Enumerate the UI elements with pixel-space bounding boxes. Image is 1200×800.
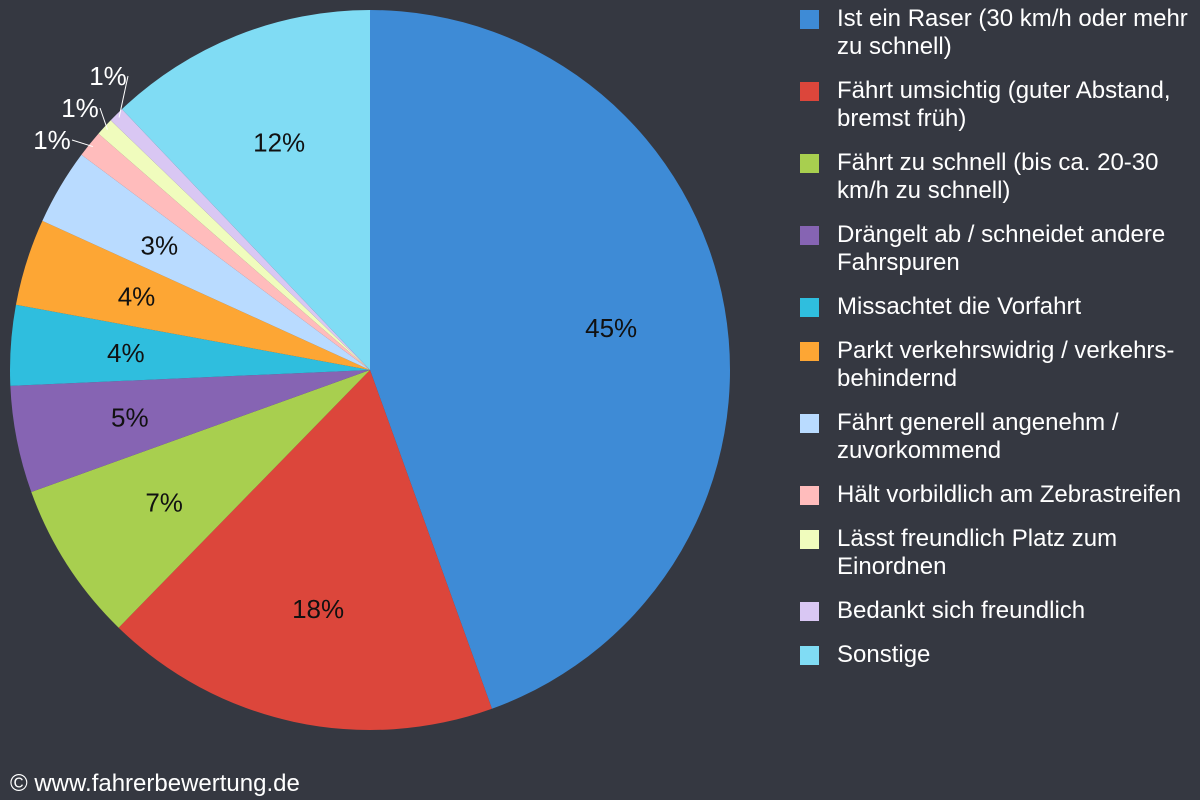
- slice-data-label: 18%: [292, 594, 344, 624]
- legend-swatch: [800, 414, 819, 433]
- legend-swatch: [800, 10, 819, 29]
- slice-data-label: 1%: [89, 61, 127, 91]
- slice-data-label: 5%: [111, 402, 149, 432]
- pie-slice: [31, 370, 370, 628]
- legend-item: Lässt freundlich Platz zum Einordnen: [800, 525, 1197, 581]
- legend-swatch: [800, 530, 819, 549]
- legend-label: Missachtet die Vorfahrt: [837, 293, 1082, 320]
- pie-slice: [121, 10, 370, 370]
- legend-item: Bedankt sich freundlich: [800, 597, 1197, 625]
- legend-item: Sonstige: [800, 641, 1197, 669]
- pie-slice: [98, 120, 370, 370]
- leader-line: [118, 75, 129, 118]
- legend-label: Parkt verkehrswidrig / verkehrs-behinder…: [837, 337, 1175, 392]
- legend-label: Fährt zu schnell (bis ca. 20-30 km/h zu …: [837, 149, 1159, 204]
- leader-line: [99, 107, 108, 130]
- slice-data-label: 7%: [145, 487, 183, 517]
- slice-data-label: 45%: [585, 313, 637, 343]
- pie-slice: [15, 220, 371, 370]
- leader-line: [71, 139, 94, 148]
- legend-item: Parkt verkehrswidrig / verkehrs-behinder…: [800, 337, 1197, 393]
- legend-item: Fährt generell angenehm / zuvorkommend: [800, 409, 1197, 465]
- legend-item: Fährt umsichtig (guter Abstand, bremst f…: [800, 77, 1197, 133]
- legend-swatch: [800, 298, 819, 317]
- legend-label: Lässt freundlich Platz zum Einordnen: [837, 525, 1118, 580]
- legend-label: Hält vorbildlich am Zebrastreifen: [837, 481, 1182, 508]
- legend-label: Sonstige: [837, 641, 931, 668]
- pie-slice: [370, 10, 731, 709]
- legend-label: Ist ein Raser (30 km/h oder mehr zu schn…: [837, 5, 1188, 60]
- pie-slice: [42, 154, 371, 370]
- pie-chart: 45%18%7%5%4%4%3%1%1%1%12%: [9, 10, 731, 730]
- legend-swatch: [800, 486, 819, 505]
- legend-item: Drängelt ab / schneidet andere Fahrspure…: [800, 221, 1197, 277]
- slice-data-label: 1%: [33, 125, 71, 155]
- pie-slice: [110, 109, 370, 370]
- legend-item: Fährt zu schnell (bis ca. 20-30 km/h zu …: [800, 149, 1197, 205]
- legend-swatch: [800, 154, 819, 173]
- legend-label: Bedankt sich freundlich: [837, 597, 1086, 624]
- copyright-credit: © www.fahrerbewertung.de: [10, 770, 300, 797]
- pie-slice: [10, 370, 370, 492]
- legend-label: Fährt umsichtig (guter Abstand, bremst f…: [837, 77, 1171, 132]
- legend: Ist ein Raser (30 km/h oder mehr zu schn…: [800, 5, 1197, 669]
- pie-slice: [118, 370, 492, 730]
- legend-label: Fährt generell angenehm / zuvorkommend: [837, 409, 1119, 464]
- slice-data-label: 12%: [253, 128, 305, 158]
- legend-swatch: [800, 646, 819, 665]
- pie-slice: [9, 304, 370, 386]
- legend-swatch: [800, 82, 819, 101]
- legend-item: Missachtet die Vorfahrt: [800, 293, 1197, 321]
- legend-swatch: [800, 226, 819, 245]
- slice-data-label: 4%: [118, 282, 156, 312]
- legend-item: Ist ein Raser (30 km/h oder mehr zu schn…: [800, 5, 1197, 61]
- legend-swatch: [800, 602, 819, 621]
- pie-slice: [81, 133, 370, 370]
- legend-label: Drängelt ab / schneidet andere Fahrspure…: [837, 221, 1166, 276]
- slice-data-label: 3%: [141, 230, 179, 260]
- legend-swatch: [800, 342, 819, 361]
- slice-data-label: 4%: [107, 338, 145, 368]
- slice-data-label: 1%: [61, 93, 99, 123]
- legend-item: Hält vorbildlich am Zebrastreifen: [800, 481, 1197, 509]
